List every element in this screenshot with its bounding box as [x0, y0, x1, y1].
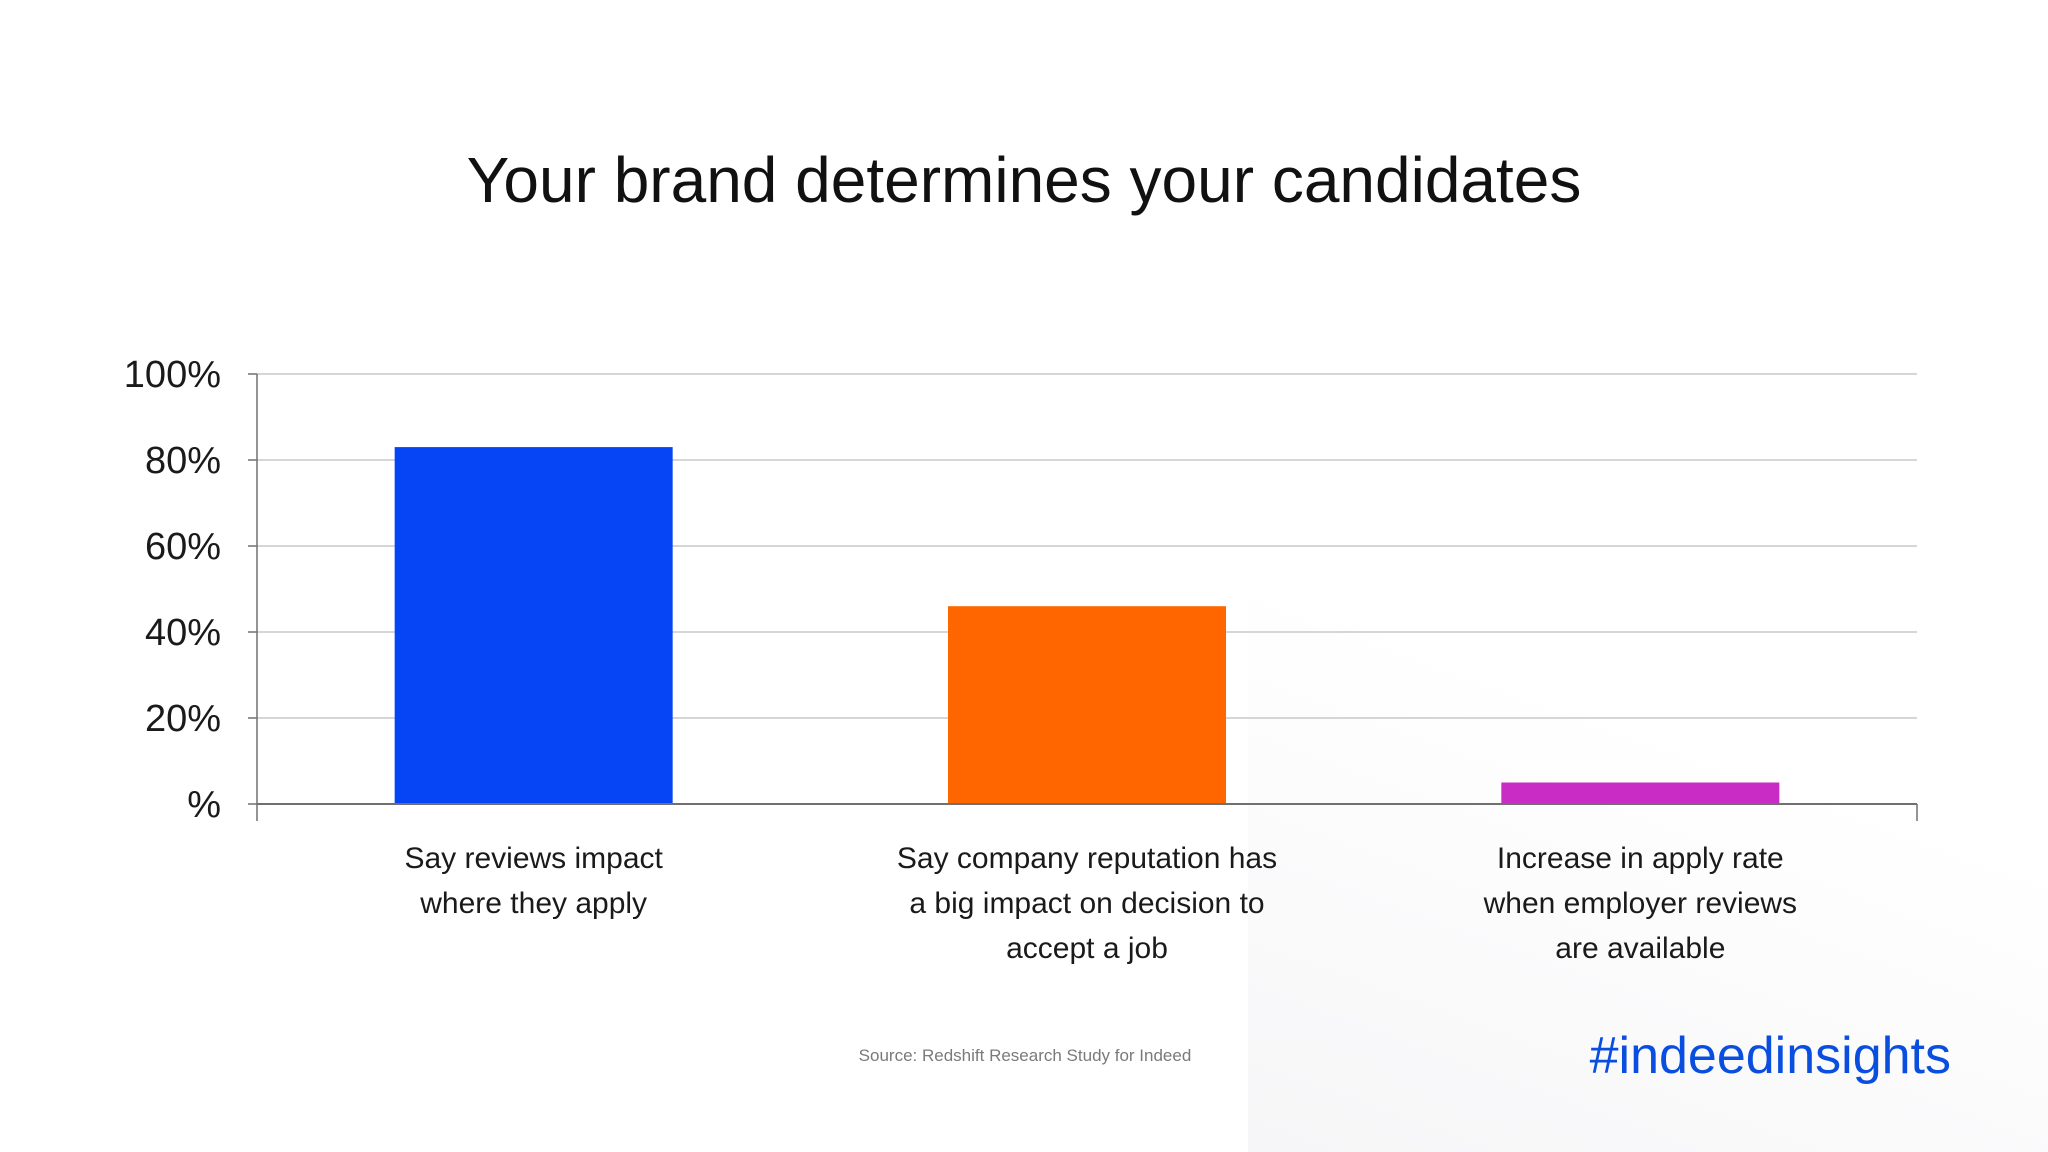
bar [394, 447, 673, 804]
y-tick-label: 20% [145, 698, 221, 740]
bar [948, 606, 1226, 804]
y-tick-label: % [187, 784, 221, 826]
x-category-label: Increase in apply rate when employer revi… [1483, 842, 1797, 965]
x-category-label-line: Say reviews impact [404, 842, 663, 875]
y-tick-label: 60% [145, 526, 221, 568]
x-category-labels: Say reviews impact where they apply Say co… [404, 842, 1797, 965]
x-category-label-line: are available [1555, 932, 1725, 965]
x-category-label: Say reviews impact where they apply [404, 842, 663, 920]
x-category-label-line: a big impact on decision to [909, 887, 1264, 920]
y-tick-label: 40% [145, 612, 221, 654]
y-tick-label: 100% [124, 354, 221, 396]
x-category-label-line: Say company reputation has [897, 842, 1277, 875]
x-category-label-line: when employer reviews [1483, 887, 1797, 920]
chart-title: Your brand determines your candidates [466, 144, 1582, 216]
x-category-label-line: accept a job [1006, 932, 1168, 965]
source-note: Source: Redshift Research Study for Inde… [858, 1046, 1192, 1065]
axes [248, 373, 1918, 821]
x-category-label-line: where they apply [419, 887, 647, 920]
hashtag-link[interactable]: #indeedinsights [1589, 1027, 1951, 1085]
y-tick-labels: % 20% 40% 60% 80% 100% [124, 354, 221, 826]
bars [394, 447, 1780, 804]
y-tick-label: 80% [145, 440, 221, 482]
x-category-label: Say company reputation has a big impact o… [897, 842, 1277, 965]
bar [1501, 782, 1780, 804]
x-category-label-line: Increase in apply rate [1497, 842, 1784, 875]
